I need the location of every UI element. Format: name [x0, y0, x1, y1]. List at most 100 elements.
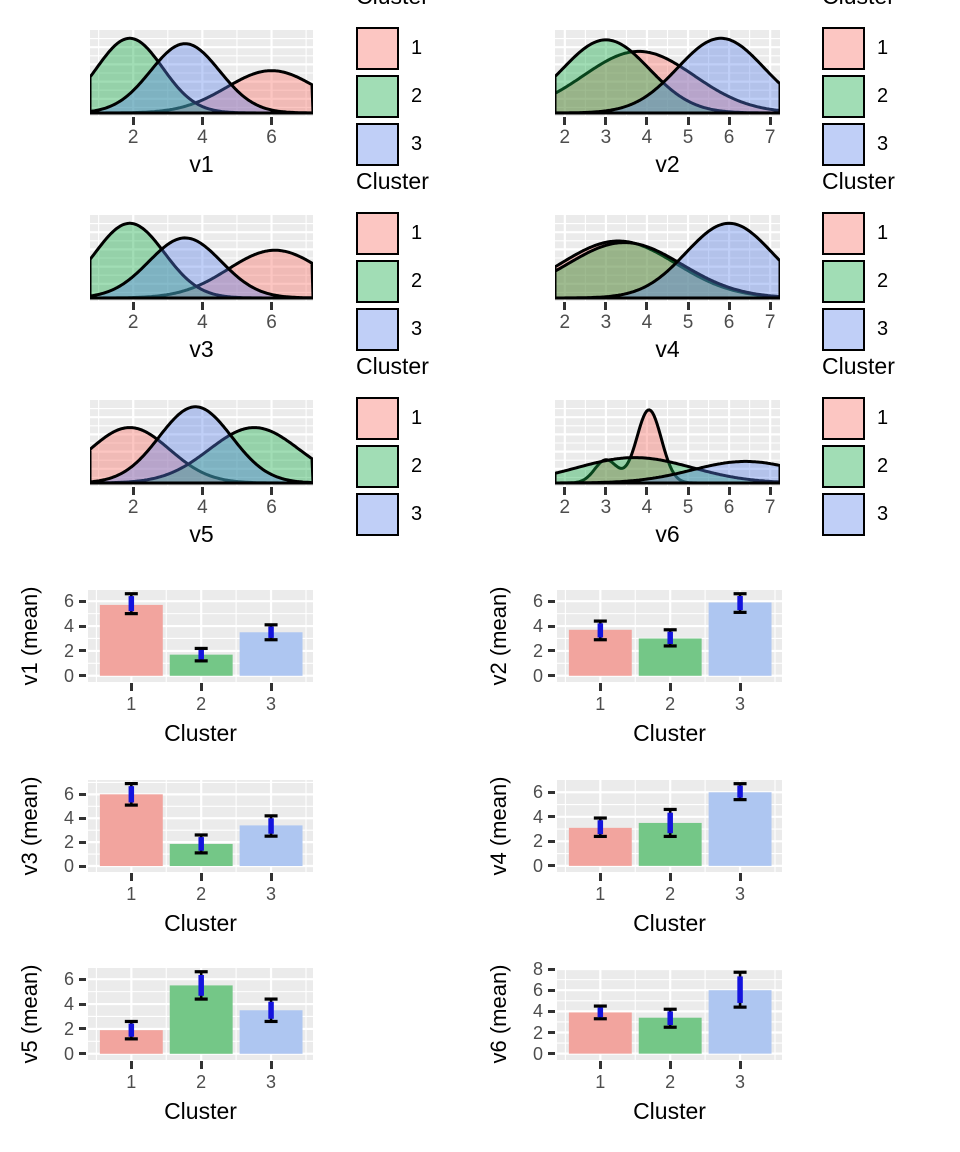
y-tick-mark — [79, 816, 86, 820]
legend-swatch-1 — [822, 397, 865, 440]
bar-cluster-1 — [99, 1030, 163, 1054]
x-tick-mark — [727, 487, 731, 495]
y-tick-label: 2 — [532, 640, 543, 661]
plot-panel — [90, 30, 313, 116]
y-tick-label: 0 — [63, 1043, 74, 1064]
y-tick-mark — [79, 977, 86, 981]
legend-label-2: 2 — [877, 270, 889, 292]
error-bar-cluster-2 — [194, 970, 208, 1001]
x-axis-title: v1 — [189, 151, 214, 177]
x-tick-label: 1 — [126, 694, 137, 714]
y-tick-label: 2 — [532, 1022, 543, 1043]
density-panel-canvas — [555, 30, 780, 116]
x-axis-title: Cluster — [164, 910, 237, 936]
x-tick-mark — [768, 487, 772, 495]
legend-swatch-1 — [356, 212, 399, 255]
y-tick-label: 6 — [532, 980, 543, 1001]
density-panel-canvas — [90, 400, 313, 486]
x-tick-mark — [199, 683, 203, 691]
legend-title: Cluster — [356, 168, 429, 194]
x-tick-label: 7 — [764, 127, 776, 148]
x-tick-mark — [768, 302, 772, 310]
y-tick-mark — [548, 649, 555, 653]
legend-swatch-2 — [356, 75, 399, 118]
y-tick-label: 6 — [63, 784, 74, 805]
y-tick-label: 4 — [532, 616, 543, 637]
x-axis-title: v2 — [655, 151, 680, 177]
error-bar-cluster-1 — [124, 781, 138, 807]
x-tick-mark — [270, 302, 273, 310]
x-tick-label: 7 — [764, 312, 776, 333]
y-tick-mark — [548, 839, 555, 843]
x-tick-mark — [131, 302, 135, 310]
y-tick-label: 4 — [63, 616, 74, 637]
x-tick-mark — [686, 117, 690, 125]
density-plot-v2: v2 Cluster 1 2 3 2 3 4 5 6 7 — [480, 0, 960, 185]
plot-panel — [88, 968, 313, 1060]
x-tick-label: 4 — [197, 497, 208, 518]
y-tick-label: 4 — [63, 994, 74, 1015]
x-axis-title: Cluster — [633, 720, 706, 746]
density-panel-canvas — [555, 400, 780, 486]
plot-panel — [88, 590, 313, 682]
x-tick-mark — [563, 117, 567, 125]
y-tick-mark — [548, 815, 555, 819]
y-tick-label: 0 — [532, 665, 543, 686]
y-tick-mark — [548, 1031, 555, 1034]
x-tick-mark — [200, 302, 204, 310]
x-tick-label: 2 — [196, 884, 207, 904]
y-tick-label: 0 — [63, 856, 74, 877]
legend-label-3: 3 — [877, 318, 889, 340]
x-tick-label: 2 — [665, 1072, 676, 1092]
x-tick-label: 7 — [764, 497, 776, 518]
density-curve-cluster-3 — [90, 236, 313, 300]
density-curve-cluster-1 — [555, 49, 780, 115]
density-curve-cluster-3 — [90, 405, 313, 485]
plot-panel — [555, 215, 780, 301]
x-tick-label: 4 — [641, 127, 653, 148]
density-curve-cluster-2 — [555, 456, 780, 485]
legend-swatch-2 — [356, 445, 399, 488]
legend-swatch-1 — [822, 27, 865, 70]
x-tick-mark — [563, 487, 567, 495]
x-tick-label: 2 — [127, 312, 139, 333]
x-tick-label: 3 — [266, 694, 277, 714]
x-tick-label: 4 — [197, 312, 208, 333]
x-tick-label: 3 — [266, 884, 277, 904]
legend-label-1: 1 — [411, 37, 423, 59]
x-tick-mark — [199, 1061, 203, 1069]
plot-panel — [557, 590, 782, 682]
x-tick-label: 2 — [665, 884, 676, 904]
error-bar-cluster-3 — [733, 782, 747, 802]
x-tick-mark — [738, 683, 742, 691]
x-tick-mark — [768, 117, 772, 125]
x-tick-label: 3 — [735, 694, 746, 714]
error-bar-cluster-3 — [264, 997, 278, 1024]
density-curve-cluster-3 — [555, 36, 780, 115]
error-bar-cluster-2 — [663, 1007, 677, 1029]
x-tick-label: 3 — [735, 884, 746, 904]
x-tick-label: 5 — [682, 312, 694, 333]
x-axis-title: v4 — [655, 336, 680, 362]
x-tick-label: 2 — [559, 497, 571, 518]
x-tick-mark — [200, 487, 204, 495]
y-tick-mark — [79, 1027, 86, 1031]
bar-panel-canvas — [88, 968, 313, 1060]
error-bar-cluster-2 — [194, 646, 208, 663]
y-tick-mark — [79, 599, 86, 603]
plot-panel — [555, 400, 780, 486]
y-tick-label: 4 — [63, 808, 74, 829]
x-tick-label: 6 — [723, 497, 735, 518]
x-tick-label: 3 — [266, 1072, 277, 1092]
bar-cluster-1 — [99, 604, 163, 676]
plot-panel — [90, 215, 313, 301]
x-axis-title: v3 — [189, 336, 214, 362]
cluster-legend: Cluster 1 2 3 — [480, 0, 960, 185]
plot-panel — [88, 780, 313, 872]
legend-swatch-3 — [822, 308, 865, 351]
x-tick-mark — [269, 873, 273, 881]
y-tick-label: 6 — [63, 591, 74, 612]
